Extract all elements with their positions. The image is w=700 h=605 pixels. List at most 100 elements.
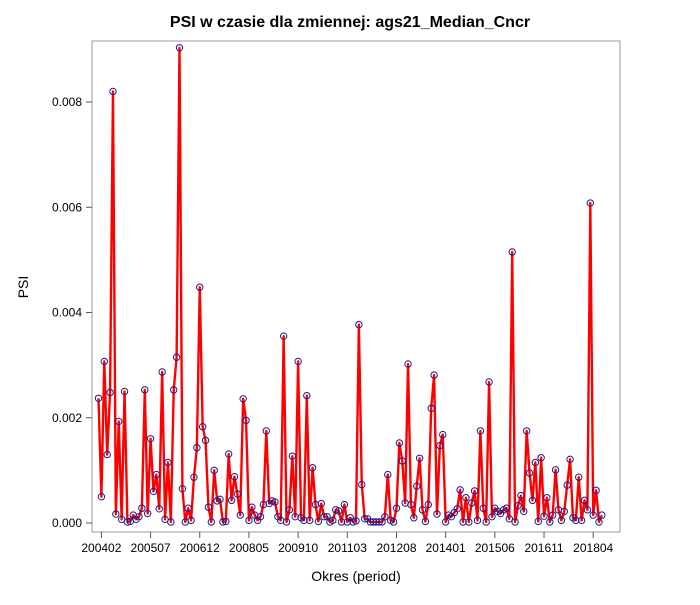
data-point xyxy=(595,518,603,526)
data-point xyxy=(358,480,366,489)
y-tick-label: 0.006 xyxy=(52,200,82,214)
x-axis-label: Okres (period) xyxy=(311,568,400,584)
data-point xyxy=(320,512,328,521)
data-point xyxy=(239,395,247,403)
data-point xyxy=(462,494,470,502)
data-point xyxy=(430,371,438,379)
data-point xyxy=(441,518,450,526)
data-point xyxy=(395,439,404,447)
data-point xyxy=(184,504,192,512)
data-point xyxy=(424,500,432,509)
data-point xyxy=(138,504,146,512)
data-point xyxy=(546,518,554,526)
data-point xyxy=(334,507,343,515)
data-point xyxy=(598,511,606,519)
data-point xyxy=(583,506,592,514)
data-point xyxy=(413,482,421,490)
data-point xyxy=(193,444,201,452)
data-point xyxy=(155,505,163,513)
data-point xyxy=(279,332,288,340)
x-tick-label: 200805 xyxy=(229,541,269,555)
data-point xyxy=(381,512,389,521)
data-point xyxy=(575,473,583,481)
data-point xyxy=(410,514,418,522)
data-point xyxy=(222,517,230,526)
data-point xyxy=(233,490,242,498)
data-point xyxy=(317,499,325,508)
data-point xyxy=(372,518,380,526)
data-point xyxy=(577,516,586,525)
data-point xyxy=(94,394,103,402)
data-point xyxy=(366,518,375,526)
data-point xyxy=(355,320,363,329)
x-tick-label: 201506 xyxy=(475,541,515,555)
data-point xyxy=(337,518,346,526)
data-point xyxy=(517,491,525,500)
data-point xyxy=(543,494,551,502)
data-point xyxy=(586,199,595,207)
data-point xyxy=(482,518,490,526)
data-point xyxy=(216,495,224,504)
data-point xyxy=(511,518,519,526)
data-point xyxy=(230,472,239,481)
data-point xyxy=(219,518,227,526)
data-point xyxy=(146,435,155,443)
y-axis-label: PSI xyxy=(15,276,31,299)
data-point xyxy=(514,501,522,510)
data-point xyxy=(453,505,461,513)
data-point xyxy=(531,458,540,467)
data-point xyxy=(308,464,317,472)
data-point xyxy=(109,87,117,96)
data-point xyxy=(540,512,548,520)
data-point xyxy=(135,512,143,521)
data-point xyxy=(404,360,412,368)
data-point xyxy=(360,515,369,523)
data-point xyxy=(227,496,236,505)
data-point xyxy=(103,450,111,459)
data-point xyxy=(164,458,172,467)
data-point xyxy=(560,507,568,516)
chart-title: PSI w czasie dla zmiennej: ags21_Median_… xyxy=(170,14,530,31)
x-tick-label: 200612 xyxy=(180,541,220,555)
data-point xyxy=(100,357,108,366)
series-layer xyxy=(94,44,606,526)
data-point xyxy=(256,512,265,521)
data-point xyxy=(537,454,545,462)
data-point xyxy=(485,378,493,386)
data-point xyxy=(143,509,152,518)
data-point xyxy=(158,368,166,376)
data-point xyxy=(528,496,537,505)
data-point xyxy=(97,492,106,501)
data-point xyxy=(476,427,485,435)
data-point xyxy=(329,516,337,525)
data-point xyxy=(407,500,415,509)
data-point xyxy=(190,473,198,481)
data-point xyxy=(421,517,430,526)
x-tick-label: 201804 xyxy=(573,541,613,555)
data-point xyxy=(242,416,250,425)
data-point xyxy=(149,487,158,496)
data-point xyxy=(551,466,560,474)
data-point xyxy=(534,517,542,526)
data-point xyxy=(196,283,204,291)
data-point xyxy=(375,518,383,526)
data-point xyxy=(392,504,401,512)
data-point xyxy=(580,496,589,505)
data-point xyxy=(592,486,600,495)
data-point xyxy=(436,441,444,450)
data-point xyxy=(505,515,514,523)
data-point xyxy=(572,516,580,525)
series-line xyxy=(97,46,603,524)
y-tick-label: 0.000 xyxy=(52,516,82,530)
data-point xyxy=(141,386,149,394)
data-point xyxy=(120,387,129,396)
data-point xyxy=(433,510,441,518)
data-point xyxy=(557,516,566,525)
data-point xyxy=(340,500,349,509)
data-point xyxy=(187,516,195,525)
data-point xyxy=(398,457,406,465)
data-point xyxy=(502,504,511,512)
data-point xyxy=(178,485,187,493)
data-point xyxy=(224,450,233,458)
